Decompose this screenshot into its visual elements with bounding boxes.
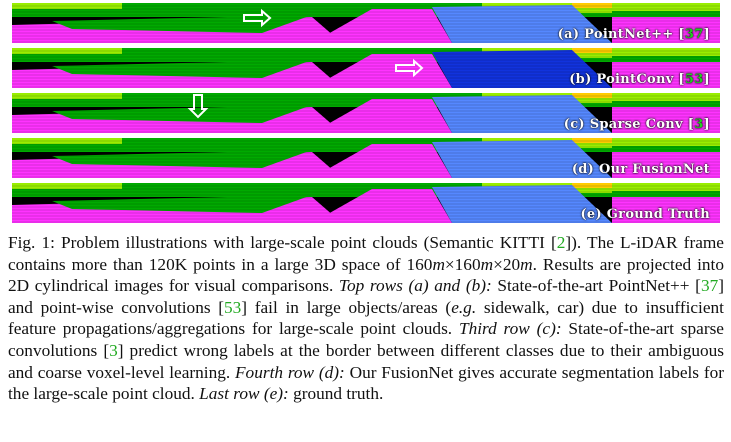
strip-label: (a) PointNet++ [37] — [558, 27, 710, 42]
right-arrow-icon — [395, 58, 424, 78]
strip-label: (d) Our FusionNet — [572, 162, 710, 177]
caption-cite-3: 3 — [109, 340, 118, 360]
caption-text-10: ground truth. — [288, 384, 384, 404]
strip-label-citation: 3 — [694, 117, 704, 132]
segmentation-image — [12, 3, 720, 43]
strip-label: (c) Sparse Conv [3] — [564, 117, 710, 132]
strip-label-text: (d) Our FusionNet — [571, 162, 710, 177]
segmentation-strip: (b) PointConv [53] — [12, 48, 720, 88]
segmentation-image — [12, 183, 720, 223]
segmentation-image — [12, 93, 720, 133]
strip-label-text: (e) Ground Truth — [580, 207, 710, 222]
strip-label-bracket: ] — [703, 72, 710, 87]
strip-label-text: (c) Sparse Conv [ — [563, 117, 695, 132]
strip-label-citation: 53 — [684, 72, 704, 87]
segmentation-strip: (c) Sparse Conv [3] — [12, 93, 720, 133]
caption-text-6: sidewalk, car) due to insufficient featu… — [8, 297, 724, 339]
caption-text-3: State-of-the-art PointNet++ [ — [491, 276, 701, 296]
strip-label-citation: 37 — [684, 27, 704, 42]
caption-text-4: ] and point-wise convolutions [ — [8, 276, 724, 317]
strip-label-bracket: ] — [703, 27, 710, 42]
down-arrow-icon — [187, 94, 209, 119]
caption-last-row: Last row (e): — [199, 384, 289, 404]
strip-label: (e) Ground Truth — [580, 207, 710, 222]
segmentation-image — [12, 138, 720, 178]
caption-third-row: Third row (c): — [458, 319, 562, 339]
figure-caption: Fig. 1: Problem illustrations with large… — [8, 232, 724, 405]
caption-text-1: ]). The L-iDAR frame contains more than … — [8, 233, 724, 274]
caption-unit-m2: m — [480, 254, 494, 274]
caption-eg: e.g. — [451, 297, 477, 317]
caption-text-2: . Results are projected into 2D cylindri… — [8, 254, 724, 296]
figure-strips: (a) PointNet++ [37] (b) PointConv [53] (c)… — [12, 3, 720, 228]
caption-top-rows: Top rows (a) and (b): — [338, 276, 492, 296]
caption-text-5: ] fail in large objects/areas ( — [241, 297, 452, 317]
segmentation-strip: (e) Ground Truth — [12, 183, 720, 223]
segmentation-image — [12, 48, 720, 88]
caption-unit-m3: m — [520, 254, 533, 274]
caption-cite-53: 53 — [224, 297, 242, 317]
caption-text-8: ] predict wrong labels at the border bet… — [8, 340, 725, 382]
strip-label-bracket: ] — [703, 117, 710, 132]
strip-label: (b) PointConv [53] — [569, 72, 710, 87]
caption-text-7: State-of-the-art sparse convolutions [ — [8, 319, 724, 360]
caption-fourth-row: Fourth row (d): — [235, 362, 345, 382]
right-arrow-icon — [243, 8, 272, 28]
segmentation-strip: (d) Our FusionNet — [12, 138, 720, 178]
caption-times-2: ×20 — [493, 254, 521, 274]
caption-cite-37: 37 — [700, 276, 719, 296]
strip-label-text: (b) PointConv [ — [569, 72, 685, 87]
caption-unit-m1: m — [432, 254, 445, 274]
caption-times-1: ×160 — [444, 254, 481, 274]
segmentation-strip: (a) PointNet++ [37] — [12, 3, 720, 43]
caption-text-9: Our FusionNet gives accurate segmentatio… — [8, 362, 724, 404]
caption-cite-kitti: 2 — [556, 233, 566, 252]
strip-label-text: (a) PointNet++ [ — [557, 27, 685, 42]
caption-fig-text: Fig. 1: Problem illustrations with large… — [8, 233, 557, 252]
